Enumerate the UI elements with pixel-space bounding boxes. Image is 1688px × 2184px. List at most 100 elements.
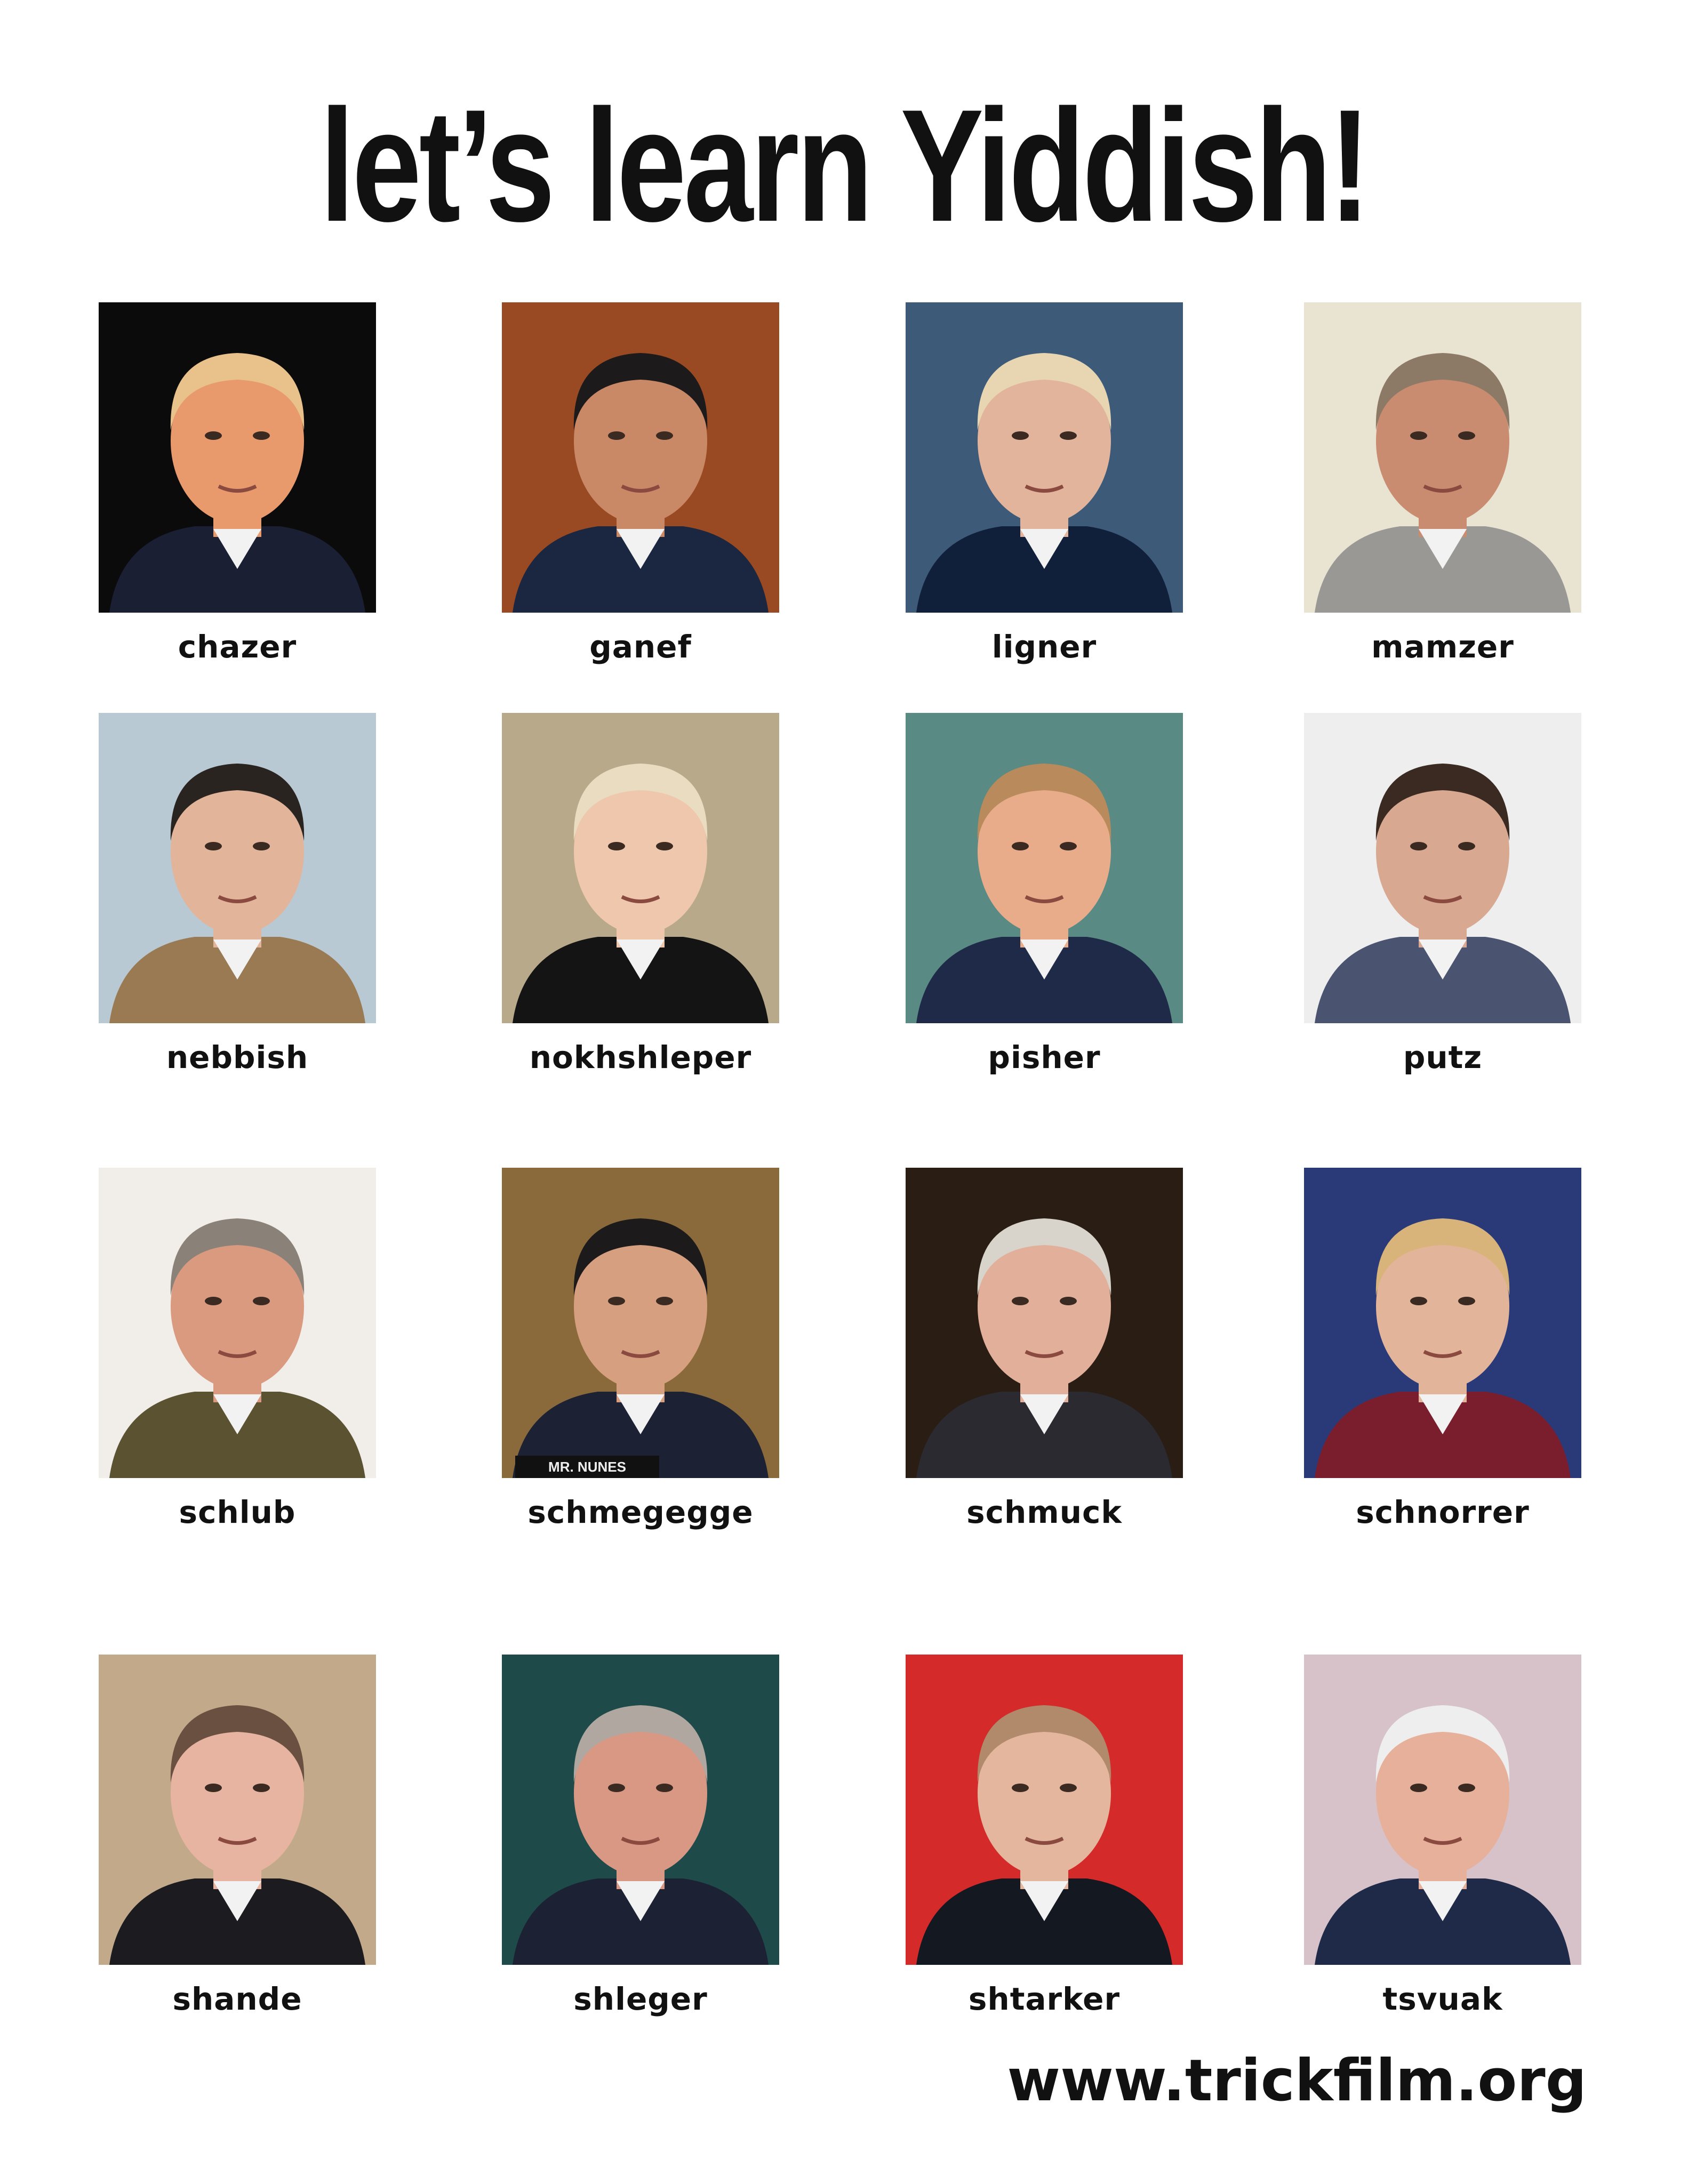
face xyxy=(1376,358,1509,524)
hair xyxy=(1375,1705,1510,1782)
portrait-photo xyxy=(502,713,779,1023)
face xyxy=(171,769,304,934)
hair xyxy=(977,1218,1111,1296)
mouth xyxy=(1025,484,1064,493)
portrait-card: schnorrer xyxy=(1304,1168,1581,1530)
portrait-card: tsvuak xyxy=(1304,1655,1581,2017)
left-eye xyxy=(205,431,222,440)
shoulders xyxy=(513,526,769,613)
website-url[interactable]: www.trickfilm.org xyxy=(1007,2048,1587,2114)
mouth xyxy=(218,1836,257,1845)
mouth xyxy=(218,895,257,903)
shoulders xyxy=(1315,1392,1571,1478)
face xyxy=(1376,1711,1509,1876)
right-eye xyxy=(253,1297,270,1305)
hair xyxy=(573,1218,708,1296)
right-eye xyxy=(1458,1784,1475,1792)
left-eye xyxy=(608,1784,625,1792)
right-eye xyxy=(253,1784,270,1792)
left-eye xyxy=(1410,1784,1427,1792)
left-eye xyxy=(205,1297,222,1305)
collar xyxy=(1020,529,1068,569)
shoulders xyxy=(109,526,365,613)
portrait-card: schmuck xyxy=(906,1168,1183,1530)
collar xyxy=(213,1881,261,1921)
left-eye xyxy=(1410,431,1427,440)
right-eye xyxy=(1458,842,1475,850)
collar xyxy=(1419,1881,1467,1921)
portrait-photo xyxy=(906,302,1183,613)
collar xyxy=(213,1394,261,1434)
portrait-photo xyxy=(906,1655,1183,1965)
mouth xyxy=(218,484,257,493)
right-eye xyxy=(656,1784,673,1792)
left-eye xyxy=(1012,1297,1029,1305)
face xyxy=(171,1711,304,1876)
face xyxy=(978,1224,1111,1389)
portrait-caption: shleger xyxy=(573,1981,708,2017)
portrait-card: shleger xyxy=(502,1655,779,2017)
portrait-card: ganef xyxy=(502,302,779,665)
mouth xyxy=(1423,895,1462,903)
face xyxy=(978,358,1111,524)
hair xyxy=(170,1705,305,1782)
hair xyxy=(170,353,305,430)
hair xyxy=(573,353,708,430)
collar xyxy=(617,529,665,569)
portrait-photo xyxy=(1304,302,1581,613)
page-title: let’s learn Yiddish! xyxy=(319,76,1371,255)
shoulders xyxy=(513,937,769,1023)
portrait-photo xyxy=(1304,1655,1581,1965)
portrait-card: chazer xyxy=(99,302,376,665)
shoulders xyxy=(1315,937,1571,1023)
face xyxy=(171,358,304,524)
portrait-photo xyxy=(99,302,376,613)
portrait-card: shtarker xyxy=(906,1655,1183,2017)
mouth xyxy=(1423,1350,1462,1358)
portrait-caption: chazer xyxy=(178,629,297,665)
portrait-card: pisher xyxy=(906,713,1183,1075)
mouth xyxy=(1423,484,1462,493)
mouth xyxy=(621,484,660,493)
right-eye xyxy=(1060,1297,1077,1305)
portrait-photo xyxy=(1304,1168,1581,1478)
portrait-card: nebbish xyxy=(99,713,376,1075)
portrait-photo xyxy=(99,1655,376,1965)
right-eye xyxy=(1060,1784,1077,1792)
portrait-card: putz xyxy=(1304,713,1581,1075)
portrait-photo: MR. NUNES xyxy=(502,1168,779,1478)
name-plaque xyxy=(515,1456,659,1478)
hair xyxy=(573,1705,708,1782)
portrait-card: shande xyxy=(99,1655,376,2017)
collar xyxy=(1419,940,1467,979)
portrait-photo xyxy=(99,713,376,1023)
right-eye xyxy=(1458,431,1475,440)
collar xyxy=(1020,940,1068,979)
shoulders xyxy=(1315,1878,1571,1965)
collar xyxy=(617,940,665,979)
mouth xyxy=(621,1350,660,1358)
mouth xyxy=(1025,1836,1064,1845)
portrait-photo xyxy=(906,713,1183,1023)
portrait-photo xyxy=(1304,713,1581,1023)
collar xyxy=(213,940,261,979)
hair xyxy=(1375,1218,1510,1296)
mouth xyxy=(621,895,660,903)
portrait-caption: schlub xyxy=(179,1494,296,1530)
collar xyxy=(1419,1394,1467,1434)
left-eye xyxy=(608,431,625,440)
left-eye xyxy=(1012,431,1029,440)
portrait-photo xyxy=(99,1168,376,1478)
portrait-caption: nebbish xyxy=(166,1039,309,1075)
hair xyxy=(573,764,708,841)
portrait-card: mamzer xyxy=(1304,302,1581,665)
shoulders xyxy=(109,1392,365,1478)
face xyxy=(574,1224,707,1389)
face xyxy=(574,358,707,524)
portrait-caption: schnorrer xyxy=(1356,1494,1530,1530)
mouth xyxy=(1423,1836,1462,1845)
left-eye xyxy=(1012,1784,1029,1792)
shoulders xyxy=(513,1878,769,1965)
portrait-caption: ligner xyxy=(991,629,1097,665)
face xyxy=(574,1711,707,1876)
